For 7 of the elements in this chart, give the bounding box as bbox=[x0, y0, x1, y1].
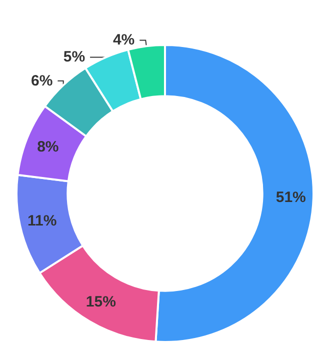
data-label: 6% bbox=[30, 72, 53, 90]
data-label: 51% bbox=[276, 188, 306, 206]
data-label: 11% bbox=[28, 212, 57, 230]
data-label: 15% bbox=[86, 293, 116, 310]
data-label: 5% bbox=[63, 48, 86, 66]
data-label: 8% bbox=[37, 138, 59, 156]
data-label: 4% bbox=[112, 32, 135, 49]
